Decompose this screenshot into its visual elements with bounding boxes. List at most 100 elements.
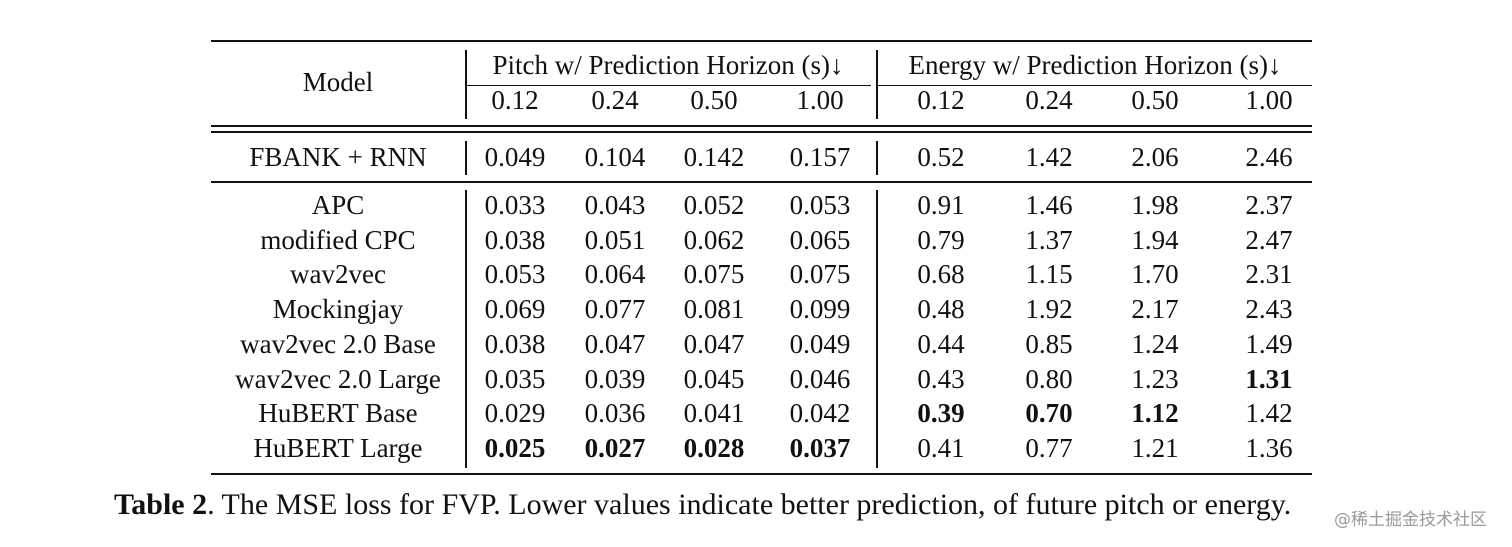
pitch-value: 0.043 [584, 190, 646, 220]
pitch-group-header: Pitch w/ Prediction Horizon (s)↓ [492, 50, 844, 80]
energy-value: 1.92 [1025, 294, 1073, 325]
energy-value: 2.47 [1245, 224, 1293, 255]
column-divider [465, 190, 467, 468]
energy-value: 0.70 [1025, 398, 1073, 429]
pitch-value: 0.041 [683, 398, 745, 429]
energy-value: 2.31 [1245, 259, 1293, 290]
column-divider [465, 50, 467, 119]
header-double-rule-upper [211, 125, 1312, 127]
pitch-value: 0.081 [683, 294, 745, 325]
pitch-horizon-header: 0.12 [491, 85, 539, 115]
pitch-value: 0.038 [484, 328, 546, 359]
model-name: wav2vec 2.0 Large [235, 363, 441, 394]
pitch-value: 0.065 [789, 224, 851, 255]
pitch-value: 0.104 [584, 142, 646, 172]
energy-value: 0.91 [917, 190, 965, 220]
energy-value: 1.42 [1025, 142, 1073, 172]
pitch-value: 0.052 [683, 190, 745, 220]
pitch-value: 0.028 [683, 432, 745, 463]
pitch-horizon-header: 0.50 [690, 85, 738, 115]
energy-value: 1.36 [1245, 432, 1293, 463]
energy-value: 1.49 [1245, 328, 1293, 359]
pitch-value: 0.042 [789, 398, 851, 429]
pitch-value: 0.035 [484, 363, 546, 394]
energy-value: 0.52 [917, 142, 965, 172]
pitch-value: 0.047 [584, 328, 646, 359]
pitch-value: 0.045 [683, 363, 745, 394]
energy-value: 1.94 [1131, 224, 1179, 255]
energy-value: 0.41 [917, 432, 965, 463]
pitch-value: 0.027 [584, 432, 646, 463]
model-name: modified CPC [260, 224, 416, 255]
model-name: HuBERT Large [253, 432, 423, 463]
energy-value: 1.23 [1131, 363, 1179, 394]
header-double-rule-lower [211, 131, 1312, 133]
model-name: Mockingjay [272, 294, 404, 325]
watermark: @稀土掘金技术社区 [1334, 510, 1487, 530]
pitch-value: 0.039 [584, 363, 646, 394]
pitch-value: 0.075 [683, 259, 745, 290]
pitch-value: 0.142 [683, 142, 745, 172]
energy-value: 1.37 [1025, 224, 1073, 255]
column-divider [465, 141, 467, 175]
energy-horizon-header: 0.12 [917, 85, 965, 115]
pitch-value: 0.053 [484, 259, 546, 290]
model-name: wav2vec [290, 259, 386, 290]
pitch-header-rule [465, 85, 871, 86]
caption-label: Table 2 [114, 488, 208, 521]
energy-value: 2.06 [1131, 142, 1179, 172]
energy-value: 2.43 [1245, 294, 1293, 325]
energy-value: 1.42 [1245, 398, 1293, 429]
pitch-value: 0.077 [584, 294, 646, 325]
column-divider [876, 50, 878, 119]
pitch-value: 0.033 [484, 190, 546, 220]
energy-value: 1.98 [1131, 190, 1179, 220]
model-name: APC [311, 190, 365, 220]
energy-value: 0.43 [917, 363, 965, 394]
column-divider [876, 141, 878, 175]
pitch-horizon-header: 0.24 [591, 85, 639, 115]
energy-horizon-header: 0.24 [1025, 85, 1073, 115]
pitch-value: 0.157 [789, 142, 851, 172]
energy-value: 0.77 [1025, 432, 1073, 463]
energy-horizon-header: 0.50 [1131, 85, 1179, 115]
energy-value: 0.44 [917, 328, 965, 359]
pitch-value: 0.069 [484, 294, 546, 325]
energy-value: 0.68 [917, 259, 965, 290]
model-name: wav2vec 2.0 Base [240, 328, 436, 359]
pitch-value: 0.049 [789, 328, 851, 359]
pitch-value: 0.025 [484, 432, 546, 463]
model-column-header: Model [302, 67, 374, 97]
column-divider [876, 190, 878, 468]
energy-value: 0.79 [917, 224, 965, 255]
energy-value: 1.24 [1131, 328, 1179, 359]
top-rule [211, 40, 1312, 42]
energy-group-header: Energy w/ Prediction Horizon (s)↓ [908, 50, 1282, 80]
pitch-value: 0.036 [584, 398, 646, 429]
pitch-value: 0.062 [683, 224, 745, 255]
pitch-value: 0.049 [484, 142, 546, 172]
pitch-value: 0.051 [584, 224, 646, 255]
energy-value: 2.37 [1245, 190, 1293, 220]
energy-value: 0.80 [1025, 363, 1073, 394]
model-name: HuBERT Base [258, 398, 418, 429]
pitch-value: 0.029 [484, 398, 546, 429]
pitch-value: 0.046 [789, 363, 851, 394]
energy-value: 0.48 [917, 294, 965, 325]
energy-header-rule [878, 85, 1312, 86]
bottom-rule [211, 473, 1312, 475]
energy-value: 1.31 [1245, 363, 1293, 394]
energy-value: 2.46 [1245, 142, 1293, 172]
energy-value: 1.12 [1131, 398, 1179, 429]
energy-value: 1.21 [1131, 432, 1179, 463]
pitch-value: 0.038 [484, 224, 546, 255]
caption-text: . The MSE loss for FVP. Lower values ind… [207, 488, 1292, 521]
energy-value: 0.85 [1025, 328, 1073, 359]
energy-value: 1.15 [1025, 259, 1073, 290]
pitch-value: 0.047 [683, 328, 745, 359]
baseline-separator-rule [211, 181, 1312, 183]
pitch-value: 0.053 [789, 190, 851, 220]
energy-value: 1.46 [1025, 190, 1073, 220]
model-name: FBANK + RNN [249, 142, 427, 172]
pitch-value: 0.099 [789, 294, 851, 325]
